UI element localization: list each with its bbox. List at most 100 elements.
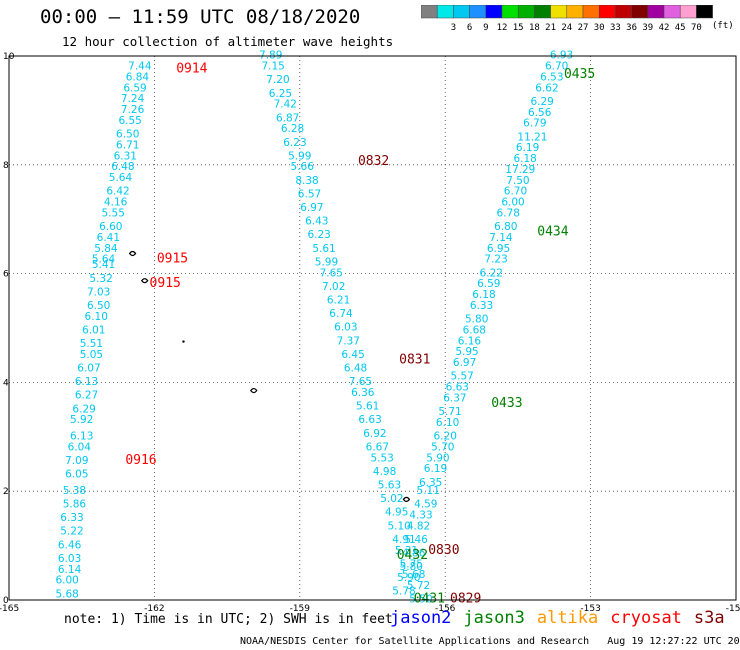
swh-value: 5.10 bbox=[387, 520, 410, 532]
swh-value: 6.48 bbox=[344, 363, 367, 375]
swh-value: 7.23 bbox=[484, 254, 507, 266]
swh-value: 6.29 bbox=[72, 403, 95, 415]
swh-value: 5.99 bbox=[315, 256, 338, 268]
mission-altika: altika bbox=[536, 608, 599, 628]
swh-value: 5.86 bbox=[63, 499, 87, 511]
swh-value: 6.80 bbox=[494, 221, 517, 233]
color-legend-label: 33 bbox=[610, 23, 621, 33]
island-outline bbox=[402, 496, 411, 502]
y-tick-label: 0 bbox=[3, 596, 9, 606]
swh-value: 6.13 bbox=[70, 431, 93, 443]
pass-time-label: 0432 bbox=[397, 548, 428, 563]
swh-value: 5.90 bbox=[397, 572, 420, 584]
swh-value: 6.50 bbox=[116, 129, 139, 141]
swh-value: 5.80 bbox=[400, 561, 423, 573]
swh-value: 7.02 bbox=[322, 281, 345, 293]
swh-value: 4.59 bbox=[414, 499, 437, 511]
swh-value: 6.97 bbox=[453, 357, 476, 369]
x-tick-label: -153 bbox=[580, 604, 600, 612]
swh-value: 6.60 bbox=[99, 221, 122, 233]
swh-value: 6.01 bbox=[82, 324, 105, 336]
swh-value: 6.50 bbox=[87, 300, 110, 312]
color-legend-label: 18 bbox=[529, 23, 540, 33]
swh-value: 6.62 bbox=[535, 82, 558, 94]
swh-value: 6.53 bbox=[540, 71, 563, 83]
swh-value: 7.20 bbox=[266, 74, 289, 86]
color-legend-label: 42 bbox=[659, 23, 670, 33]
y-tick-label: 2 bbox=[3, 487, 9, 497]
pass-time-label: 0829 bbox=[450, 592, 481, 607]
swh-value: 5.72 bbox=[407, 580, 430, 592]
swh-value: 5.64 bbox=[92, 254, 116, 266]
swh-value: 6.00 bbox=[55, 575, 78, 587]
pass-time-label: 0435 bbox=[564, 67, 595, 82]
swh-value: 6.97 bbox=[300, 202, 323, 214]
y-tick-label: 8 bbox=[3, 161, 9, 171]
island-outline bbox=[128, 250, 137, 257]
swh-value: 5.05 bbox=[80, 349, 103, 361]
swh-value: 4.33 bbox=[409, 509, 432, 521]
swh-value: 7.65 bbox=[349, 376, 372, 388]
swh-value: 4.98 bbox=[373, 466, 396, 478]
pass-time-label: 0916 bbox=[125, 453, 156, 468]
swh-value: 5.31 bbox=[395, 545, 418, 557]
swh-value: 6.04 bbox=[68, 441, 92, 453]
x-tick-label: -159 bbox=[290, 604, 311, 612]
color-legend-label: 9 bbox=[483, 23, 488, 33]
swh-value: 7.09 bbox=[65, 455, 88, 467]
swh-value: 5.22 bbox=[60, 526, 83, 538]
swh-value: 6.14 bbox=[58, 564, 82, 576]
pass-time-label: 0915 bbox=[157, 252, 188, 267]
swh-value: 7.42 bbox=[274, 99, 297, 111]
swh-value: 6.46 bbox=[58, 539, 82, 551]
swh-value: 7.03 bbox=[87, 286, 110, 298]
swh-value: 6.21 bbox=[327, 295, 350, 307]
chart-subtitle: 12 hour collection of altimeter wave hei… bbox=[62, 34, 394, 49]
island-outline bbox=[140, 278, 149, 284]
mission-jason3: jason3 bbox=[463, 608, 525, 628]
swh-value: 4.82 bbox=[407, 520, 430, 532]
swh-value: 6.55 bbox=[118, 115, 141, 127]
swh-value: 6.13 bbox=[75, 376, 98, 388]
swh-value: 6.20 bbox=[434, 431, 457, 443]
swh-value: 5.38 bbox=[63, 485, 86, 497]
swh-value: 5.95 bbox=[455, 346, 478, 358]
swh-value: 6.16 bbox=[458, 335, 482, 347]
swh-value: 5.57 bbox=[450, 371, 473, 383]
swh-value: 6.42 bbox=[106, 186, 129, 198]
swh-value: 7.26 bbox=[121, 104, 145, 116]
y-tick-label: 6 bbox=[3, 270, 9, 280]
color-legend-unit: (ft) bbox=[712, 21, 734, 31]
pass-time-label: 0831 bbox=[399, 352, 430, 367]
swh-value: 6.28 bbox=[281, 123, 304, 135]
y-tick-label: 4 bbox=[3, 378, 9, 388]
swh-value: 5.70 bbox=[431, 441, 454, 453]
pass-time-label: 0914 bbox=[176, 61, 207, 76]
island-outline bbox=[182, 340, 185, 343]
swh-value: 6.29 bbox=[530, 96, 553, 108]
swh-value: 11.21 bbox=[517, 131, 547, 143]
swh-value: 6.05 bbox=[65, 469, 88, 481]
color-legend-label: 27 bbox=[578, 23, 589, 33]
swh-value: 6.63 bbox=[446, 382, 469, 394]
swh-value: 6.36 bbox=[351, 387, 375, 399]
color-legend-swatch bbox=[696, 5, 713, 19]
swh-value: 5.55 bbox=[102, 207, 125, 219]
color-legend-label: 21 bbox=[545, 23, 556, 33]
swh-value: 5.51 bbox=[80, 338, 103, 350]
swh-value: 6.19 bbox=[516, 142, 539, 154]
color-legend-label: 24 bbox=[561, 23, 572, 33]
swh-value: 7.37 bbox=[337, 335, 360, 347]
swh-value: 4.86 bbox=[402, 547, 426, 559]
swh-value: 6.87 bbox=[276, 112, 299, 124]
swh-value: 6.23 bbox=[307, 229, 330, 241]
color-legend-label: 3 bbox=[451, 23, 456, 33]
x-tick-label: -156 bbox=[435, 604, 456, 612]
swh-value: 6.67 bbox=[366, 441, 389, 453]
swh-value: 6.59 bbox=[123, 82, 146, 94]
swh-value: 5.46 bbox=[404, 534, 428, 546]
chart-title: 00:00 – 11:59 UTC 08/18/2020 bbox=[40, 6, 361, 28]
swh-value: 6.71 bbox=[116, 139, 139, 151]
swh-value: 6.95 bbox=[487, 243, 510, 255]
x-tick-label: -150 bbox=[726, 604, 740, 612]
